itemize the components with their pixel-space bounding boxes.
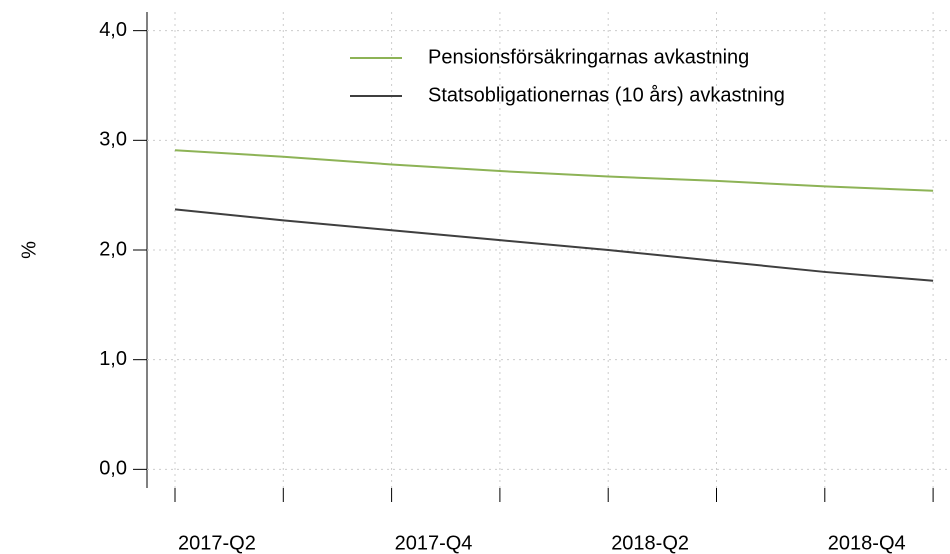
y-tick-label: 1,0 (99, 348, 127, 370)
legend-label: Pensionsförsäkringarnas avkastning (428, 46, 749, 68)
series-line (174, 208, 934, 282)
x-tick-label: 2018-Q2 (611, 532, 689, 554)
x-tick-label: 2017-Q2 (178, 532, 256, 554)
y-tick-label: 0,0 (99, 458, 127, 480)
series-line (174, 149, 934, 192)
y-tick-label: 3,0 (99, 129, 127, 151)
x-tick-label: 2017-Q4 (395, 532, 473, 554)
y-axis-label: % (18, 241, 40, 259)
y-tick-label: 4,0 (99, 19, 127, 41)
legend-label: Statsobligationernas (10 års) avkastning (428, 84, 785, 106)
y-tick-label: 2,0 (99, 238, 127, 260)
x-tick-label: 2018-Q4 (828, 532, 906, 554)
